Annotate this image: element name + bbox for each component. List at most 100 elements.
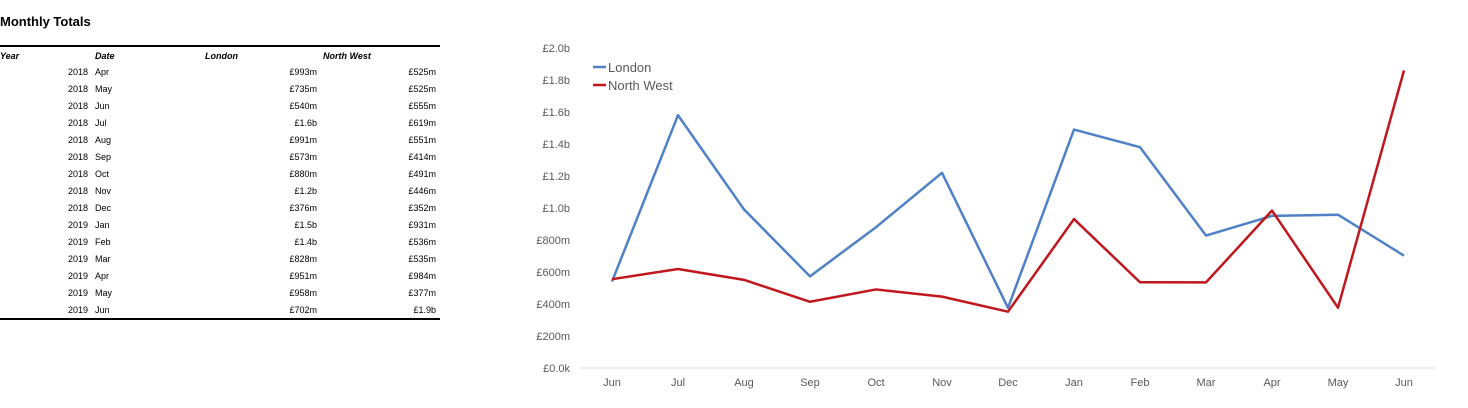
row-month: Dec [95,203,112,213]
row-year: 2019 [68,305,89,315]
row-year: 2018 [68,169,89,179]
table-row: 2018 Apr £993m £525m [0,63,440,80]
row-london-value: £1.4b [294,237,317,247]
row-north-west-value: £551m [408,135,436,145]
row-month: Jan [95,220,110,230]
row-north-west-value: £525m [408,67,436,77]
row-north-west-value: £984m [408,271,436,281]
row-month: Jun [95,305,110,315]
row-north-west-value: £377m [408,288,436,298]
table-bottom-rule [0,318,440,320]
x-tick-label: Mar [1197,377,1216,389]
table-body: 2018 Apr £993m £525m 2018 May £735m £525m 2018 Ju… [0,63,440,318]
x-tick-label: Dec [998,377,1018,389]
row-north-west-value: £414m [408,152,436,162]
header-year: Year [0,51,20,61]
row-year: 2019 [68,237,89,247]
table-row: 2019 Jun £702m £1.9b [0,301,440,318]
row-month: Feb [95,237,111,247]
x-tick-label: Jul [671,377,685,389]
table-row: 2018 May £735m £525m [0,80,440,97]
row-year: 2018 [68,67,89,77]
table-row: 2019 Jan £1.5b £931m [0,216,440,233]
legend-label: London [608,60,651,75]
row-london-value: £993m [289,67,317,77]
table-row: 2018 Aug £991m £551m [0,131,440,148]
x-tick-label: Jun [603,377,621,389]
row-london-value: £828m [289,254,317,264]
row-london-value: £951m [289,271,317,281]
table-row: 2019 Mar £828m £535m [0,250,440,267]
row-london-value: £573m [289,152,317,162]
table-row: 2018 Sep £573m £414m [0,148,440,165]
row-north-west-value: £352m [408,203,436,213]
y-tick-label: £1.8b [542,75,570,87]
legend-label: North West [608,78,673,93]
row-month: Aug [95,135,112,145]
y-tick-label: £600m [536,267,570,279]
row-north-west-value: £536m [408,237,436,247]
row-year: 2019 [68,288,89,298]
row-london-value: £991m [289,135,317,145]
row-month: Nov [95,186,112,196]
row-year: 2018 [68,84,89,94]
chart-legend: London North West [593,60,673,93]
row-year: 2018 [68,135,89,145]
monthly-totals-table: Year Date London North West 2018 Apr £993m… [0,45,440,320]
row-north-west-value: £555m [408,101,436,111]
row-london-value: £958m [289,288,317,298]
x-tick-label: Feb [1131,377,1150,389]
y-tick-label: £1.0b [542,203,570,215]
row-month: Apr [95,67,110,77]
row-month: May [95,84,113,94]
row-month: Sep [95,152,112,162]
series-lines [610,70,1406,313]
row-year: 2018 [68,118,89,128]
x-tick-label: May [1328,377,1349,389]
row-year: 2018 [68,186,89,196]
table-row: 2018 Dec £376m £352m [0,199,440,216]
header-north-west: North West [323,51,371,61]
x-tick-label: Aug [734,377,754,389]
table-row: 2018 Jul £1.6b £619m [0,114,440,131]
y-tick-label: £800m [536,235,570,247]
row-year: 2019 [68,220,89,230]
table-row: 2019 Apr £951m £984m [0,267,440,284]
row-month: Mar [95,254,111,264]
y-axis-ticks: £0.0k £200m £400m £600m £800m £1.0b £1.2b £1.4b… [536,43,570,375]
table-row: 2019 Feb £1.4b £536m [0,233,440,250]
row-london-value: £702m [289,305,317,315]
x-axis-ticks: Jun Jul Aug Sep Oct Nov Dec Jan Feb Mar Apr May Jun [603,377,1413,389]
table-row: 2019 May £958m £377m [0,284,440,301]
row-month: May [95,288,113,298]
row-year: 2018 [68,101,89,111]
y-tick-label: £400m [536,299,570,311]
row-year: 2019 [68,254,89,264]
x-tick-label: Jun [1395,377,1413,389]
y-tick-label: £1.4b [542,139,570,151]
table-row: 2018 Jun £540m £555m [0,97,440,114]
y-tick-label: £1.6b [542,107,570,119]
row-month: Apr [95,271,110,281]
row-north-west-value: £619m [408,118,436,128]
row-north-west-value: £931m [408,220,436,230]
header-date: Date [95,51,115,61]
row-london-value: £880m [289,169,317,179]
row-month: Jun [95,101,110,111]
row-year: 2018 [68,203,89,213]
table-header: Year Date London North West [0,45,440,63]
row-london-value: £1.5b [294,220,317,230]
row-london-value: £1.6b [294,118,317,128]
line-chart: £0.0k £200m £400m £600m £800m £1.0b £1.2b £1.4b… [536,43,1435,389]
series-line-london [610,113,1405,310]
y-tick-label: £0.0k [543,363,570,375]
x-tick-label: Oct [867,377,884,389]
y-tick-label: £1.2b [542,171,570,183]
x-tick-label: Sep [800,377,820,389]
series-line-north-west [611,70,1406,313]
table-title: Monthly Totals [0,14,91,29]
header-london: London [205,51,238,61]
row-north-west-value: £535m [408,254,436,264]
row-london-value: £735m [289,84,317,94]
row-north-west-value: £525m [408,84,436,94]
